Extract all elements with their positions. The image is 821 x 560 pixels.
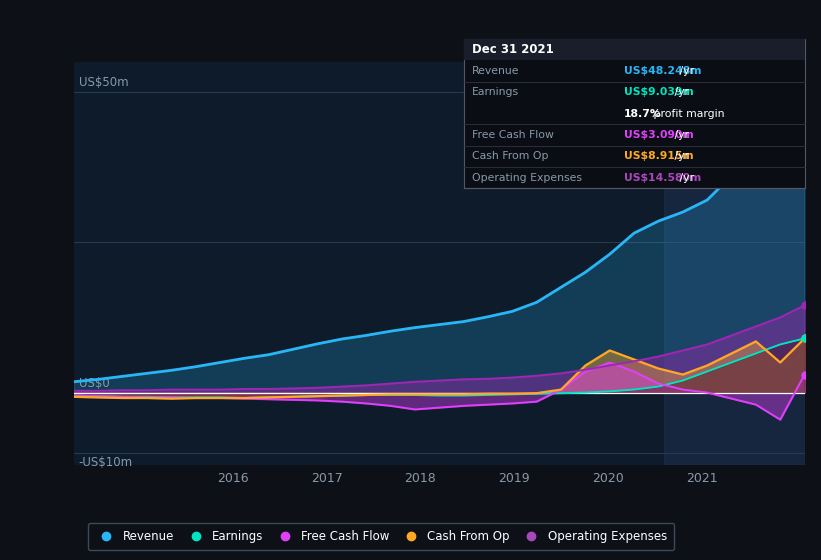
Text: /yr: /yr [676, 172, 694, 183]
Text: US$8.915m: US$8.915m [624, 151, 694, 161]
Text: -US$10m: -US$10m [79, 456, 133, 469]
Text: US$48.248m: US$48.248m [624, 66, 701, 76]
Text: Free Cash Flow: Free Cash Flow [472, 130, 554, 140]
Text: US$3.090m: US$3.090m [624, 130, 694, 140]
Text: /yr: /yr [671, 151, 689, 161]
Text: US$14.580m: US$14.580m [624, 172, 701, 183]
Text: 18.7%: 18.7% [624, 109, 662, 119]
Text: /yr: /yr [671, 130, 689, 140]
Text: Revenue: Revenue [472, 66, 520, 76]
Text: profit margin: profit margin [650, 109, 724, 119]
Text: Operating Expenses: Operating Expenses [472, 172, 582, 183]
Text: Earnings: Earnings [472, 87, 519, 97]
Text: US$9.039m: US$9.039m [624, 87, 694, 97]
Bar [664, 62, 805, 465]
Text: US$0: US$0 [79, 376, 109, 390]
Text: /yr: /yr [676, 66, 694, 76]
Text: Dec 31 2021: Dec 31 2021 [472, 43, 554, 57]
Text: /yr: /yr [671, 87, 689, 97]
Text: US$50m: US$50m [79, 76, 128, 88]
Text: Cash From Op: Cash From Op [472, 151, 548, 161]
Legend: Revenue, Earnings, Free Cash Flow, Cash From Op, Operating Expenses: Revenue, Earnings, Free Cash Flow, Cash … [88, 523, 674, 550]
